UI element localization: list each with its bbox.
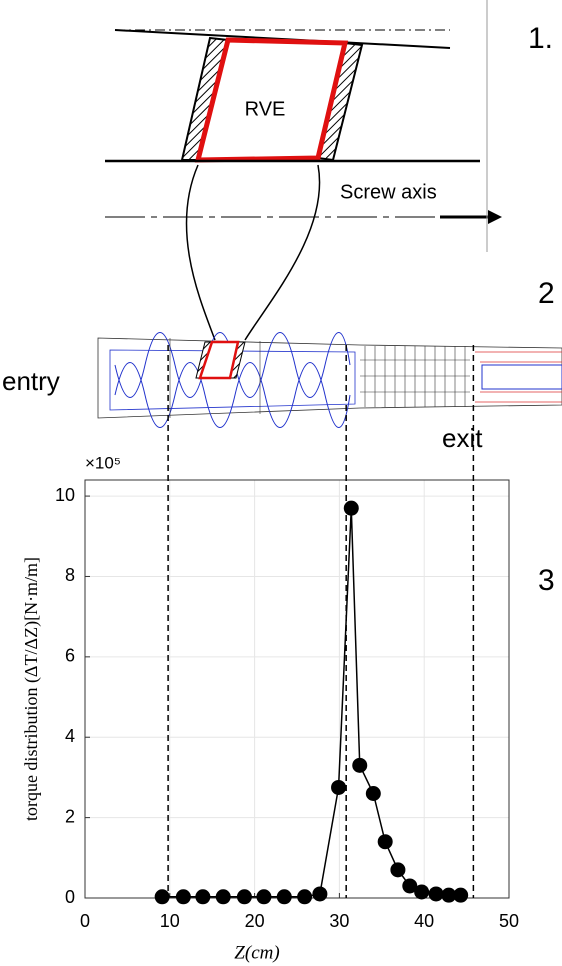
y-tick-label: 0 [65, 887, 75, 907]
y-tick-label: 2 [65, 806, 75, 826]
data-point [390, 862, 406, 878]
x-tick-label: 40 [414, 911, 434, 931]
y-tick-label: 10 [55, 485, 75, 505]
x-tick-label: 30 [329, 911, 349, 931]
data-point [195, 889, 211, 905]
entry-label: entry [2, 366, 60, 396]
y-tick-label: 4 [65, 726, 75, 746]
data-point [343, 500, 359, 516]
y-tick-label: 8 [65, 565, 75, 585]
x-tick-label: 10 [160, 911, 180, 931]
data-point [453, 887, 469, 903]
data-point [312, 886, 328, 902]
data-point [331, 779, 347, 795]
data-point [256, 889, 272, 905]
screw-model: entry exit [2, 332, 562, 453]
rve-sketch: RVE Screw axis 1. 2 3 [105, 0, 555, 597]
data-point [377, 834, 393, 850]
axis-label: Screw axis [340, 181, 437, 203]
data-point [175, 889, 191, 905]
data-point [402, 878, 418, 894]
x-tick-label: 0 [80, 911, 90, 931]
data-point [365, 786, 381, 801]
y-multiplier: ×10⁵ [85, 453, 121, 472]
y-tick-label: 6 [65, 646, 75, 666]
plot-area [85, 480, 509, 898]
data-point [276, 889, 292, 905]
x-tick-label: 20 [245, 911, 265, 931]
data-point [428, 886, 444, 902]
data-point [297, 889, 313, 905]
step-label: 1. [528, 22, 553, 55]
y-axis-label: torque distribution (ΔT/ΔZ)[N·m/m] [21, 557, 42, 821]
rve-label: RVE [245, 98, 286, 120]
exit-label: exit [442, 423, 483, 453]
data-point [236, 889, 252, 905]
plot-frame [84, 479, 510, 899]
x-axis-label: Z(cm) [234, 942, 279, 963]
x-tick-label: 50 [499, 911, 519, 931]
data-point [441, 887, 457, 903]
data-point [154, 889, 170, 905]
step-label: 3 [538, 564, 555, 597]
data-point [352, 757, 368, 773]
step-label: 2 [538, 277, 555, 310]
data-point [215, 889, 231, 905]
data-point [414, 884, 430, 900]
